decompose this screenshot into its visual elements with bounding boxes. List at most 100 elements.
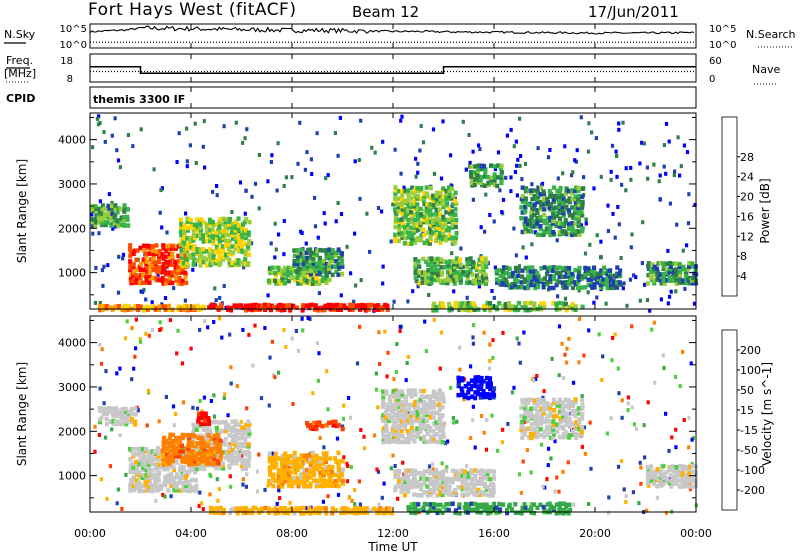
region-10-cell <box>545 229 550 235</box>
region-12-cell <box>473 507 478 512</box>
region-12-cell <box>457 502 462 507</box>
region-5-cell <box>243 505 248 511</box>
region-10-cell <box>573 199 578 205</box>
region-1-cell <box>134 459 139 465</box>
region-8-cell <box>403 394 408 399</box>
region-8-cell <box>432 270 437 276</box>
region-11-cell <box>573 268 578 273</box>
region-9-cell <box>460 484 465 490</box>
region-8-cell <box>448 259 453 264</box>
scatter-cell <box>471 341 475 346</box>
region-9-cell <box>469 164 474 169</box>
scatter-cell <box>191 405 195 410</box>
region-6-cell <box>330 272 335 278</box>
region-5-cell <box>279 508 284 513</box>
region-11-cell <box>560 405 565 411</box>
region-4-cell <box>162 435 167 441</box>
region-2-cell <box>195 466 200 471</box>
region-10-cell <box>570 223 575 228</box>
region-5-cell <box>333 508 338 513</box>
region-12-cell <box>491 501 496 507</box>
scatter-cell <box>263 487 267 492</box>
region-1-cell <box>176 253 181 259</box>
region-13-cell <box>658 478 663 483</box>
region-3-cell <box>197 414 202 419</box>
region-7-cell <box>397 223 402 228</box>
region-12-cell <box>664 261 669 267</box>
region-4-cell <box>170 432 175 438</box>
region-5-cell <box>279 281 284 286</box>
region-5-cell <box>257 510 262 515</box>
region-10-cell <box>523 196 528 201</box>
scatter-cell <box>632 273 636 278</box>
region-7-cell <box>438 238 443 243</box>
region-1-cell <box>140 449 145 455</box>
region-1-cell <box>140 446 145 452</box>
region-11-cell <box>615 265 620 270</box>
scatter-cell <box>563 144 567 149</box>
region-2-cell <box>185 219 190 224</box>
region-5-cell <box>302 275 307 281</box>
region-2-cell <box>230 244 235 249</box>
region-8-cell <box>383 410 388 416</box>
region-2-cell <box>182 233 187 238</box>
region-7-cell <box>409 209 414 215</box>
region-13-cell <box>532 304 537 310</box>
scatter-cell <box>251 363 255 368</box>
region-10-cell <box>535 218 540 224</box>
region-1-cell <box>161 281 166 286</box>
region-7-cell <box>437 207 442 212</box>
region-2-cell <box>237 457 242 463</box>
scatter-cell <box>555 475 559 480</box>
region-8-cell <box>384 428 389 434</box>
region-11-cell <box>522 279 527 284</box>
region-5-cell <box>355 506 360 511</box>
region-9-cell <box>479 163 484 168</box>
region-1-cell <box>151 248 156 253</box>
region-4-cell <box>171 451 176 457</box>
region-8-cell <box>449 278 454 283</box>
scatter-cell <box>458 345 462 350</box>
scatter-cell <box>399 118 403 123</box>
region-4-cell <box>126 304 131 309</box>
region-2-cell <box>236 235 241 240</box>
region-8-cell <box>424 404 429 410</box>
region-9-cell <box>407 484 412 489</box>
region-8-cell <box>418 389 423 394</box>
region-1-cell <box>134 277 139 283</box>
region-11-cell <box>530 422 535 427</box>
scatter-cell <box>455 419 459 424</box>
region-10-cell <box>548 218 553 223</box>
region-2-cell <box>221 230 226 236</box>
region-10-cell <box>542 194 547 199</box>
region-8-cell <box>435 425 440 431</box>
region-7-cell <box>443 222 448 228</box>
region-6-cell <box>276 477 281 483</box>
region-5-cell <box>378 506 383 511</box>
region-3-cell <box>320 307 325 313</box>
region-10-cell <box>566 226 571 231</box>
region-2-cell <box>223 455 228 461</box>
scatter-cell <box>111 226 115 231</box>
scatter-cell <box>401 460 405 465</box>
region-10-cell <box>580 228 585 234</box>
region-9-cell <box>431 487 436 493</box>
region-4-cell <box>201 304 206 310</box>
scatter-cell <box>648 308 652 313</box>
region-11-cell <box>564 419 569 424</box>
region-6-cell <box>271 476 276 481</box>
region-2-cell <box>205 438 210 444</box>
region-11-cell <box>522 432 527 437</box>
region-2-cell <box>244 235 249 241</box>
scatter-cell <box>421 140 426 145</box>
region-8-cell <box>399 428 404 434</box>
scatter-cell <box>115 501 119 506</box>
region-8-cell <box>483 256 488 261</box>
region-1-cell <box>161 264 166 270</box>
region-7-cell <box>419 237 424 243</box>
region-3-cell <box>376 303 381 308</box>
scatter-cell <box>607 495 611 500</box>
region-2-cell <box>213 419 218 425</box>
region-9-cell <box>469 487 474 492</box>
region-6-cell <box>327 255 332 261</box>
